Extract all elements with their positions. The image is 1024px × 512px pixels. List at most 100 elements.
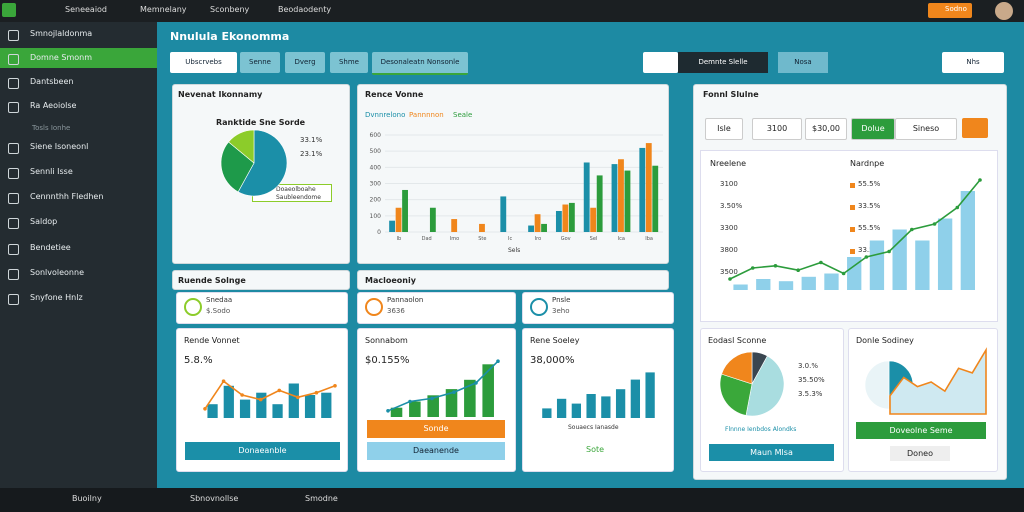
search[interactable]: Buoilny xyxy=(72,494,102,503)
button[interactable]: Nosa xyxy=(778,52,828,73)
card-title: Rende Vonnet xyxy=(184,336,240,345)
control[interactable] xyxy=(962,118,988,138)
marker xyxy=(850,183,855,188)
legend-item: 55.5% xyxy=(858,224,881,232)
marker xyxy=(850,205,855,210)
legend-item: Seale xyxy=(453,111,473,119)
card-title: Donle Sodiney xyxy=(856,336,914,345)
column-title: Nardnpe xyxy=(850,159,885,168)
nav-tab[interactable]: Seneeaiod xyxy=(65,5,108,14)
legend-item: 33.1% xyxy=(300,136,323,144)
small-icon xyxy=(530,298,548,316)
small-card-title: Snedaa xyxy=(206,296,233,304)
button[interactable]: Nhs xyxy=(942,52,1004,73)
small-card-title: Pannaolon xyxy=(387,296,424,304)
sidebar-item[interactable]: Cennnthh Fledhen xyxy=(30,192,104,201)
sidebar-item[interactable]: Tosls Ionhe xyxy=(32,124,71,132)
card-value: 38,000% xyxy=(530,355,575,366)
legend-item: 3.5.3% xyxy=(798,390,823,398)
small-icon xyxy=(184,298,202,316)
small-card-sub: 3636 xyxy=(387,307,405,315)
small-card-sub: 3eho xyxy=(552,307,570,315)
sidebar-icon xyxy=(8,168,19,179)
sidebar-icon xyxy=(8,193,19,204)
column-title: Nreelene xyxy=(710,159,747,168)
tab[interactable]: Desonaleatn Nonsonle xyxy=(372,52,468,75)
button[interactable]: Sonde xyxy=(367,420,505,438)
nav-tab[interactable]: Beodaodenty xyxy=(278,5,332,14)
control[interactable]: 3100 xyxy=(752,118,802,140)
sidebar-item[interactable]: Smnojlaldonma xyxy=(30,29,93,38)
legend-item: 33.5% xyxy=(858,246,881,254)
tab[interactable]: Shme xyxy=(330,52,368,73)
button[interactable]: Doveolne Seme xyxy=(856,422,986,439)
row-header xyxy=(172,270,350,290)
sidebar-item[interactable]: Snyfone Hnlz xyxy=(30,293,83,302)
control[interactable]: Sineso xyxy=(895,118,957,140)
button[interactable]: Demnte Slelle xyxy=(678,52,768,73)
tab[interactable]: Dverg xyxy=(285,52,325,73)
user-name[interactable]: Sodno xyxy=(945,5,967,13)
small-card-sub: $.Sodo xyxy=(206,307,231,315)
legend-item: Dvnnrelono xyxy=(365,111,406,119)
user-button[interactable] xyxy=(928,3,972,18)
axis-text: 3.50% xyxy=(720,202,743,210)
row-title: Ruende Solnge xyxy=(178,276,246,285)
row-header xyxy=(357,270,669,290)
sidebar-item[interactable]: Sennli Isse xyxy=(30,167,73,176)
tab[interactable]: Senne xyxy=(240,52,280,73)
card-title: Rene Soeley xyxy=(530,336,580,345)
small-icon xyxy=(365,298,383,316)
card-value: 5.8.% xyxy=(184,355,213,366)
nav-tab[interactable]: Memnelany xyxy=(140,5,187,14)
sidebar-item[interactable]: Domne Smonm xyxy=(30,53,93,62)
panel-title: Fonnl Slulne xyxy=(703,90,759,99)
tab[interactable]: Ubscrvebs xyxy=(170,52,237,73)
sidebar-icon xyxy=(8,244,19,255)
sidebar xyxy=(0,22,157,488)
control[interactable]: Isle xyxy=(705,118,743,140)
marker xyxy=(850,249,855,254)
card-title: Eodasl Sconne xyxy=(708,336,767,345)
legend-item: 23.1% xyxy=(300,150,323,158)
button[interactable]: Daeanende xyxy=(367,442,505,460)
card-title: Sonnabom xyxy=(365,336,408,345)
avatar[interactable] xyxy=(995,2,1013,20)
axis-text: 3100 xyxy=(720,180,738,188)
button[interactable] xyxy=(643,52,678,73)
legend-item: 55.5% xyxy=(858,180,881,188)
chart-card xyxy=(700,150,998,322)
sidebar-item[interactable]: Sonlvoleonne xyxy=(30,268,84,277)
task-app[interactable]: Sbnovnollse xyxy=(190,494,239,503)
taskbar xyxy=(0,488,1024,512)
topbar xyxy=(0,0,1024,22)
card-legend: Souaecs Ianasde xyxy=(568,424,619,431)
callout-text: Saubleendome xyxy=(276,194,321,201)
axis-text: 3500 xyxy=(720,268,738,276)
sidebar-icon xyxy=(8,54,19,65)
sidebar-icon xyxy=(8,269,19,280)
nav-tab[interactable]: Sconbeny xyxy=(210,5,250,14)
sidebar-item[interactable]: Ra Aeoiolse xyxy=(30,101,77,110)
sidebar-item[interactable]: Dantsbeen xyxy=(30,77,74,86)
panel-title: Rence Vonne xyxy=(365,90,424,99)
task-app[interactable]: Smodne xyxy=(305,494,338,503)
button[interactable]: Donaeanble xyxy=(185,442,340,460)
control[interactable]: $30,00 xyxy=(805,118,847,140)
row-title: Macloeoniy xyxy=(365,276,416,285)
control[interactable]: Dolue xyxy=(851,118,895,140)
sidebar-item[interactable]: Saldop xyxy=(30,217,58,226)
sidebar-icon xyxy=(8,30,19,41)
button[interactable]: Maun Mlsa xyxy=(709,444,834,461)
sidebar-icon xyxy=(8,102,19,113)
small-card xyxy=(357,292,516,324)
logo xyxy=(2,3,16,17)
sidebar-icon xyxy=(8,78,19,89)
button[interactable]: Doneo xyxy=(890,446,950,461)
button[interactable]: Sote xyxy=(585,445,605,454)
legend-item: 35.50% xyxy=(798,376,825,384)
sidebar-item[interactable]: Bendetiee xyxy=(30,243,71,252)
axis-text: 3800 xyxy=(720,246,738,254)
sidebar-item[interactable]: Siene Isoneonl xyxy=(30,142,89,151)
